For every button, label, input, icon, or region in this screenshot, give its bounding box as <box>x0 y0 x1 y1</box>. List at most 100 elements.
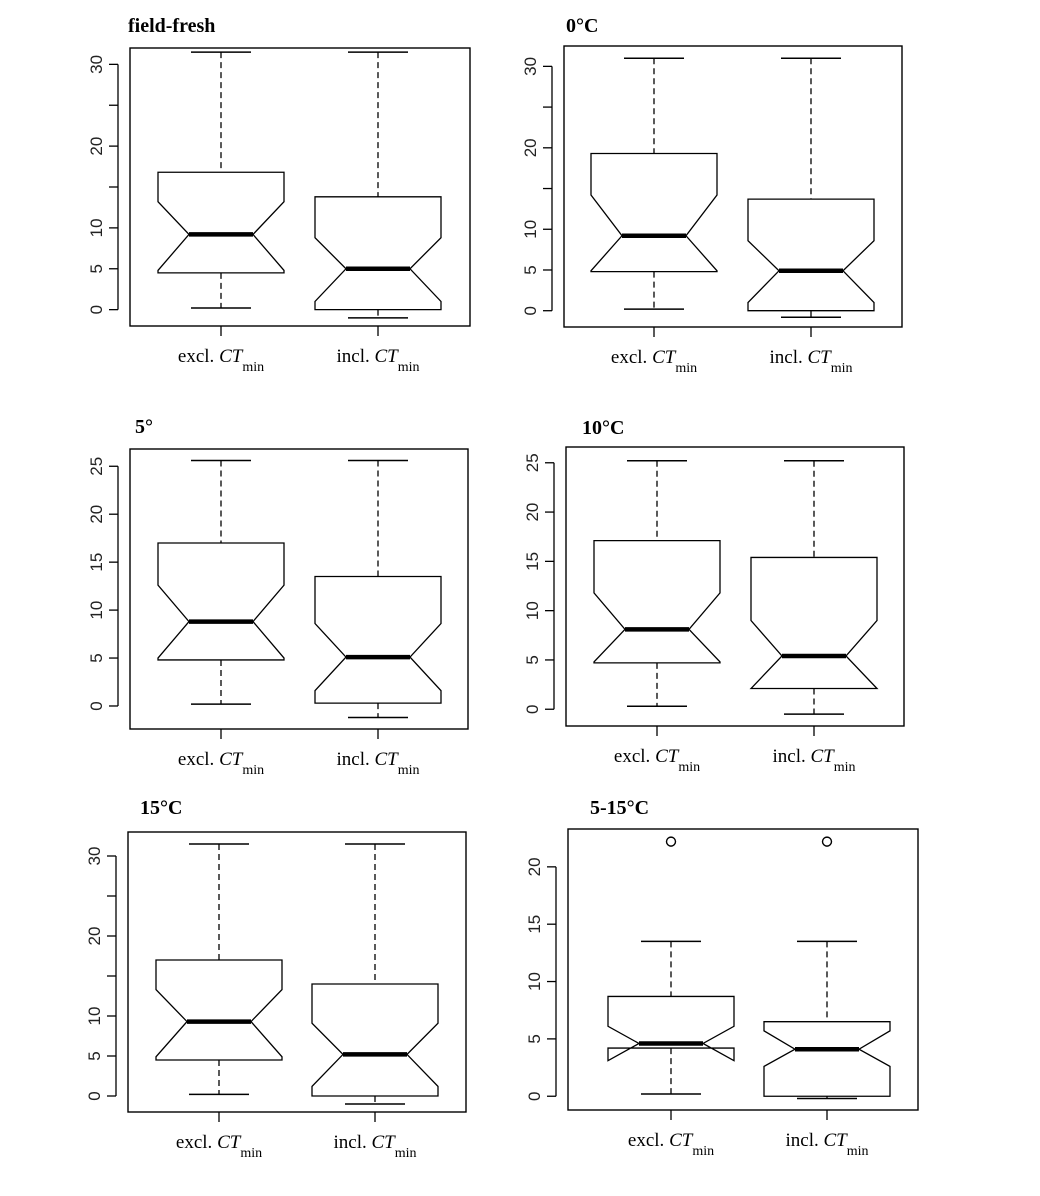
y-tick-label: 10 <box>85 1007 104 1026</box>
y-tick-label: 5 <box>87 653 106 662</box>
notched-box <box>763 1021 891 1097</box>
y-tick-label: 0 <box>525 1092 544 1101</box>
plot-frame <box>129 448 469 730</box>
x-category-label: excl. CTmin <box>614 746 700 775</box>
category-symbol: CT <box>655 746 680 767</box>
x-category-label: excl. CTmin <box>176 1132 262 1161</box>
y-tick-label: 10 <box>521 220 540 239</box>
y-tick-label: 0 <box>85 1091 104 1100</box>
box-2: incl. CTmin <box>747 57 875 376</box>
y-tick-label: 30 <box>87 55 106 74</box>
y-tick-label: 15 <box>87 553 106 572</box>
notched-box <box>155 959 283 1061</box>
y-tick-label: 0 <box>521 306 540 315</box>
category-prefix: incl. <box>772 746 810 767</box>
category-symbol: CT <box>374 749 399 770</box>
y-tick-label: 10 <box>87 218 106 237</box>
category-symbol: CT <box>217 1132 242 1153</box>
notched-box <box>747 198 875 312</box>
notched-box <box>593 540 721 664</box>
category-prefix: incl. <box>785 1130 823 1151</box>
notched-box <box>311 983 439 1097</box>
plot-frame <box>567 828 919 1111</box>
y-tick-label: 20 <box>521 138 540 157</box>
category-symbol: CT <box>669 1130 694 1151</box>
category-prefix: excl. <box>176 1132 217 1153</box>
y-tick-label: 25 <box>87 457 106 476</box>
panel-title: field-fresh <box>128 15 215 37</box>
box-1: excl. CTmin <box>155 843 283 1161</box>
category-symbol: CT <box>823 1130 848 1151</box>
category-symbol: CT <box>807 347 832 368</box>
y-tick-label: 5 <box>521 265 540 274</box>
category-prefix: incl. <box>769 347 807 368</box>
y-tick-label: 0 <box>87 701 106 710</box>
y-tick-label: 0 <box>523 705 542 714</box>
x-category-label: excl. CTmin <box>628 1130 714 1159</box>
x-category-label: incl. CTmin <box>336 346 419 375</box>
plot-frame <box>129 47 471 327</box>
y-tick-label: 20 <box>87 137 106 156</box>
y-tick-label: 10 <box>523 601 542 620</box>
y-tick-label: 10 <box>87 601 106 620</box>
y-tick-label: 5 <box>523 655 542 664</box>
x-category-label: incl. CTmin <box>772 746 855 775</box>
x-category-label: incl. CTmin <box>333 1132 416 1161</box>
category-subscript: min <box>834 760 856 775</box>
category-subscript: min <box>242 360 264 375</box>
category-prefix: excl. <box>628 1130 669 1151</box>
y-tick-label: 30 <box>521 57 540 76</box>
panel-title: 5° <box>135 416 153 438</box>
box-2: incl. CTmin <box>763 836 891 1159</box>
notched-box <box>157 542 285 661</box>
category-subscript: min <box>398 763 420 778</box>
category-subscript: min <box>242 763 264 778</box>
x-category-label: incl. CTmin <box>769 347 852 376</box>
category-subscript: min <box>675 361 697 376</box>
panel-title: 15°C <box>140 797 182 819</box>
y-tick-label: 20 <box>85 927 104 946</box>
y-tick-label: 5 <box>525 1034 544 1043</box>
category-subscript: min <box>395 1146 417 1161</box>
category-prefix: incl. <box>336 749 374 770</box>
category-symbol: CT <box>219 749 244 770</box>
outlier-point <box>821 836 833 847</box>
panel-title: 0°C <box>566 15 598 37</box>
y-tick-label: 15 <box>523 552 542 571</box>
box-2: incl. CTmin <box>314 51 442 375</box>
y-tick-label: 25 <box>523 453 542 472</box>
x-category-label: incl. CTmin <box>336 749 419 778</box>
y-tick-label: 15 <box>525 915 544 934</box>
category-symbol: CT <box>810 746 835 767</box>
category-symbol: CT <box>219 346 244 367</box>
notched-box <box>157 171 285 274</box>
notched-box <box>749 556 879 690</box>
category-prefix: incl. <box>336 346 374 367</box>
category-subscript: min <box>847 1144 869 1159</box>
panel-title: 5-15°C <box>590 797 649 819</box>
y-tick-label: 5 <box>87 264 106 273</box>
plot-frame <box>563 45 903 328</box>
y-tick-label: 20 <box>523 503 542 522</box>
box-1: excl. CTmin <box>593 460 721 775</box>
y-tick-label: 10 <box>525 972 544 991</box>
plot-frame <box>127 831 467 1113</box>
category-prefix: excl. <box>178 346 219 367</box>
category-symbol: CT <box>652 347 677 368</box>
category-symbol: CT <box>374 346 399 367</box>
category-prefix: excl. <box>178 749 219 770</box>
category-subscript: min <box>678 760 700 775</box>
box-2: incl. CTmin <box>314 459 442 778</box>
y-tick-label: 5 <box>85 1051 104 1060</box>
category-prefix: excl. <box>611 347 652 368</box>
x-category-label: excl. CTmin <box>611 347 697 376</box>
y-tick-label: 30 <box>85 847 104 866</box>
y-tick-label: 20 <box>87 505 106 524</box>
notched-box <box>590 152 718 273</box>
